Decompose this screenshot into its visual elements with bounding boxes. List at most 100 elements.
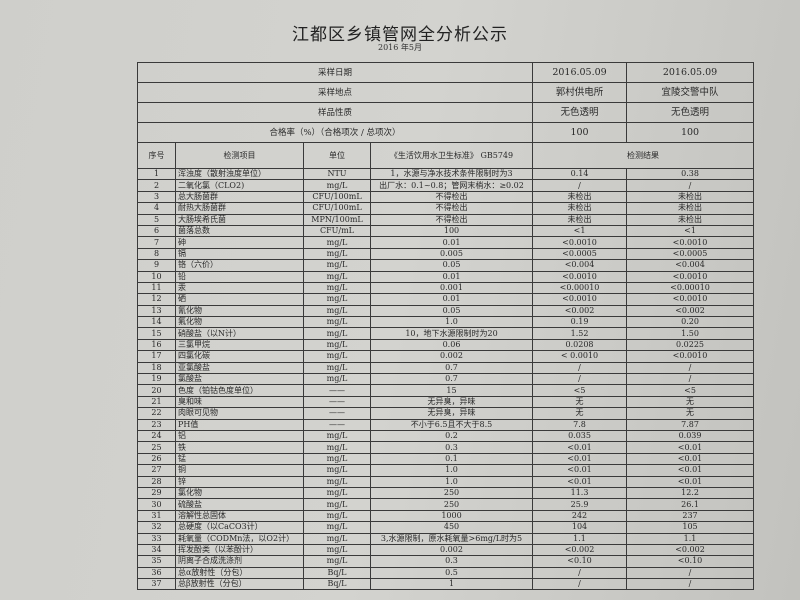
- cell-unit: ——: [303, 418, 371, 432]
- cell-item: 色度（铂钴色度单位）: [175, 384, 304, 397]
- header-value: 100: [626, 122, 755, 143]
- document-subtitle: 2016 年5月: [378, 43, 422, 52]
- cell-standard: 不得检出: [369, 190, 534, 204]
- table-row: 4 耐热大肠菌群 CFU/100mL 不得检出 未检出 未检出: [137, 202, 755, 215]
- cell-standard: 0.7: [369, 361, 534, 375]
- sampling-date-row: 采样日期 2016.05.09 2016.05.09: [136, 62, 755, 83]
- cell-seq: 18: [137, 361, 176, 375]
- cell-seq: 1: [137, 167, 176, 181]
- cell-standard: 1: [369, 578, 534, 591]
- cell-seq: 3: [137, 190, 176, 204]
- cell-result-1: /: [532, 373, 628, 386]
- cell-result-1: <0.01: [532, 475, 628, 488]
- table-row: 7 砷 mg/L 0.01 <0.0010 <0.0010: [137, 236, 755, 249]
- cell-standard: 450: [369, 521, 534, 534]
- cell-seq: 7: [137, 236, 176, 249]
- cell-seq: 24: [137, 429, 176, 443]
- header-value: 100: [532, 122, 628, 143]
- cell-result-1: <0.01: [532, 452, 628, 466]
- table-row: 27 铜 mg/L 1.0 <0.01 <0.01: [137, 464, 755, 477]
- cell-seq: 34: [137, 543, 176, 557]
- cell-result-1: 0.035: [532, 429, 628, 443]
- cell-unit: NTU: [303, 167, 371, 181]
- cell-unit: mg/L: [303, 521, 371, 534]
- table-row: 6 菌落总数 CFU/mL 100 <1 <1: [137, 224, 755, 238]
- cell-unit: mg/L: [303, 247, 371, 261]
- cell-result-2: /: [626, 361, 755, 375]
- cell-unit: mg/L: [303, 327, 371, 340]
- cell-item: 耗氧量（CODMn法，以O2计）: [175, 532, 304, 545]
- cell-standard: 出厂水：0.1~0.8；管网末梢水：≥0.02: [369, 179, 534, 192]
- table-row: 1 浑浊度（散射浊度单位） NTU 1，水源与净水技术条件限制时为3 0.14 0.38: [137, 167, 755, 181]
- analysis-table: 采样日期 2016.05.09 2016.05.09 采样地点 郭村供电所 宜陵…: [136, 62, 755, 591]
- cell-unit: mg/L: [303, 509, 371, 523]
- table-row: 20 色度（铂钴色度单位） —— 15 <5 <5: [137, 384, 755, 397]
- table-row: 24 铝 mg/L 0.2 0.035 0.039: [137, 429, 755, 443]
- cell-seq: 23: [137, 418, 176, 432]
- cell-unit: mg/L: [303, 429, 371, 443]
- cell-item: 三氯甲烷: [175, 338, 304, 352]
- cell-seq: 17: [137, 350, 176, 363]
- table-row: 23 PH值 —— 不小于6.5且不大于8.5 7.8 7.87: [137, 418, 755, 432]
- cell-unit: mg/L: [303, 270, 371, 283]
- cell-result-1: 0.14: [532, 167, 628, 181]
- column-header-unit: 单位: [303, 142, 371, 169]
- cell-unit: ——: [303, 395, 371, 409]
- cell-unit: mg/L: [303, 179, 371, 192]
- cell-unit: mg/L: [303, 373, 371, 386]
- column-header-standard: 《生活饮用水卫生标准》 GB5749: [369, 142, 534, 169]
- cell-item: 总α放射性（分包）: [175, 566, 304, 580]
- cell-standard: 250: [369, 498, 534, 511]
- cell-standard: 3,水源限制，原水耗氧量>6mg/L时为5: [369, 532, 534, 545]
- cell-standard: 0.01: [369, 270, 534, 283]
- cell-standard: 0.3: [369, 555, 534, 568]
- cell-standard: 0.001: [369, 281, 534, 295]
- cell-result-1: <0.004: [532, 259, 628, 272]
- cell-standard: 10，地下水源限制时为20: [369, 327, 534, 340]
- cell-result-1: 0.19: [532, 316, 628, 329]
- cell-item: 镉: [175, 247, 304, 261]
- cell-standard: 0.5: [369, 566, 534, 580]
- cell-standard: 15: [369, 384, 534, 397]
- pass-rate-row: 合格率（%）（合格项次 / 总项次） 100 100: [136, 122, 755, 143]
- cell-seq: 6: [137, 224, 176, 238]
- cell-result-2: <0.004: [626, 259, 755, 272]
- cell-seq: 22: [137, 407, 176, 420]
- cell-unit: MPN/100mL: [303, 213, 371, 226]
- header-label: 采样日期: [136, 62, 534, 83]
- cell-item: 臭和味: [175, 395, 304, 409]
- cell-result-2: <0.01: [626, 452, 755, 466]
- cell-seq: 36: [137, 566, 176, 580]
- cell-result-2: 0.039: [626, 429, 755, 443]
- cell-seq: 12: [137, 293, 176, 306]
- cell-result-2: 未检出: [626, 202, 755, 215]
- cell-seq: 30: [137, 498, 176, 511]
- header-value: 无色透明: [626, 102, 755, 123]
- cell-unit: CFU/100mL: [303, 202, 371, 215]
- cell-unit: Bq/L: [303, 566, 371, 580]
- cell-item: 锰: [175, 452, 304, 466]
- table-row: 15 硝酸盐（以N计） mg/L 10，地下水源限制时为20 1.52 1.50: [137, 327, 755, 340]
- cell-result-2: 0.38: [626, 167, 755, 181]
- cell-seq: 13: [137, 304, 176, 318]
- cell-standard: 0.05: [369, 259, 534, 272]
- cell-standard: 不得检出: [369, 213, 534, 226]
- cell-unit: mg/L: [303, 259, 371, 272]
- cell-unit: mg/L: [303, 293, 371, 306]
- cell-unit: mg/L: [303, 543, 371, 557]
- cell-result-2: <0.0010: [626, 350, 755, 363]
- cell-result-2: <0.01: [626, 441, 755, 454]
- table-row: 13 氰化物 mg/L 0.05 <0.002 <0.002: [137, 304, 755, 318]
- table-row: 11 汞 mg/L 0.001 <0.00010 <0.00010: [137, 281, 755, 295]
- cell-standard: 1.0: [369, 316, 534, 329]
- cell-result-1: 0.0208: [532, 338, 628, 352]
- cell-unit: CFU/100mL: [303, 190, 371, 204]
- cell-result-1: 1.52: [532, 327, 628, 340]
- cell-result-2: /: [626, 578, 755, 591]
- cell-item: 铜: [175, 464, 304, 477]
- table-row: 33 耗氧量（CODMn法，以O2计） mg/L 3,水源限制，原水耗氧量>6mg/L…: [137, 532, 755, 545]
- cell-standard: 不得检出: [369, 202, 534, 215]
- table-row: 36 总α放射性（分包） Bq/L 0.5//: [137, 566, 755, 580]
- cell-item: 阴离子合成洗涤剂: [175, 555, 304, 568]
- cell-item: 砷: [175, 236, 304, 249]
